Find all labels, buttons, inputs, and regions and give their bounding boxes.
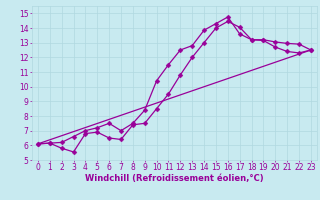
X-axis label: Windchill (Refroidissement éolien,°C): Windchill (Refroidissement éolien,°C) — [85, 174, 264, 183]
